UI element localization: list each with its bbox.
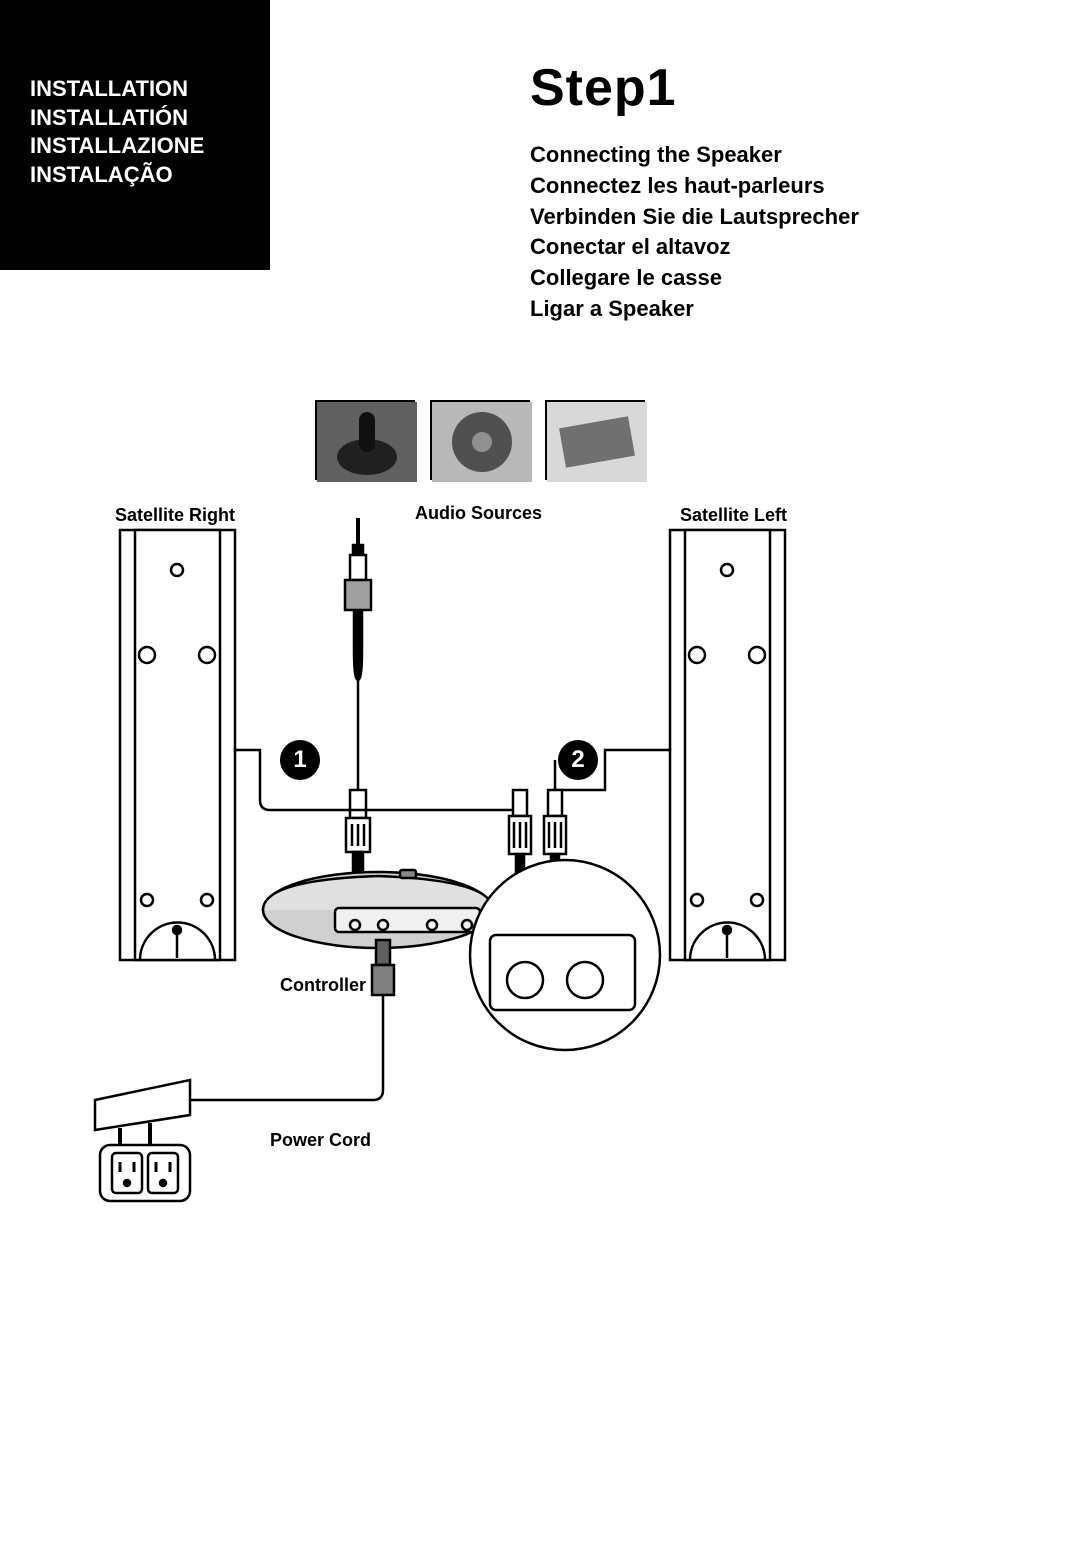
power-adapter-icon [95,1080,190,1145]
magnifier-output-icon [470,860,660,1050]
controller-icon [263,870,493,948]
rca-input-plug-icon [346,790,370,882]
audio-jack-icon [345,518,371,680]
satellite-right-icon [120,530,235,960]
wiring-diagram [0,0,1080,1562]
dc-plug-icon [372,940,394,995]
wall-outlet-icon [100,1145,190,1201]
satellite-left-icon [670,530,785,960]
